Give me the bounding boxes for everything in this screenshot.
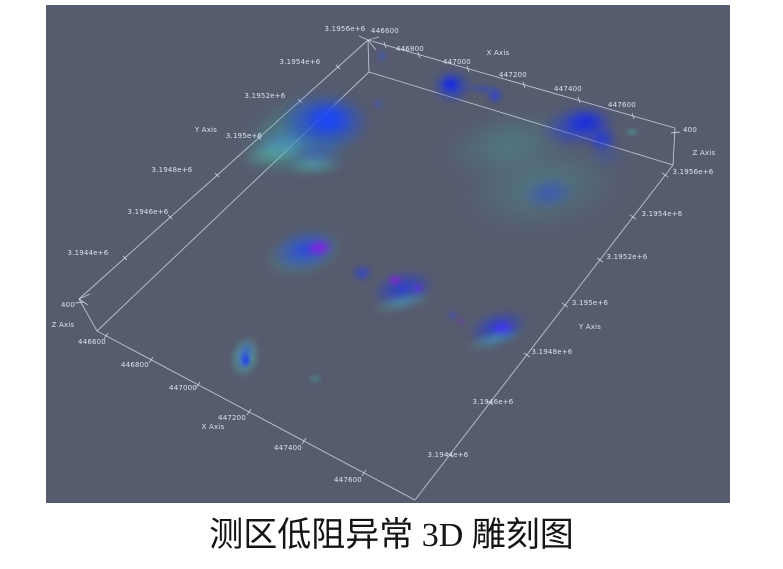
axis-tick-label: 446800: [396, 45, 424, 53]
bounding-box-wireframe: [74, 35, 681, 501]
axis-ticks-z: [74, 131, 681, 304]
axis-tick-label: 3.1954e+6: [279, 58, 321, 66]
axis-tick-label: 3.1952e+6: [244, 92, 286, 100]
axis-tick-label: 447000: [169, 384, 197, 392]
axis-tick-label: 3.1946e+6: [127, 208, 169, 216]
axis-ticks-bottom: [103, 332, 367, 477]
axis-tick-label: 3.1944e+6: [427, 451, 469, 459]
axis-tick-label: 446600: [371, 27, 399, 35]
axis-tick-label: 446600: [78, 338, 106, 346]
axis-tick-label: 447200: [499, 71, 527, 79]
axis-tick-label: 3.1944e+6: [67, 249, 109, 257]
axis-tick-label: 3.1948e+6: [151, 166, 193, 174]
axis-tick-label: 3.1946e+6: [472, 398, 514, 406]
box-edges: [78, 39, 676, 501]
y-axis-title: Y Axis: [578, 323, 602, 331]
axis-tick-label: 3.1954e+6: [641, 210, 683, 218]
axis-tick-label: 447400: [274, 444, 302, 452]
z-axis-title: Z Axis: [692, 149, 716, 157]
x-axis-title: X Axis: [486, 49, 510, 57]
axis-tick-label: 3.195e+6: [225, 132, 263, 140]
3d-viewport[interactable]: 3.1956e+6 446600 446800 447000 X Axis 44…: [46, 5, 730, 503]
axis-arrowheads: [78, 35, 380, 306]
figure-caption: 测区低阻异常 3D 雕刻图: [209, 517, 574, 554]
axis-tick-label: 447600: [608, 101, 636, 109]
axis-tick-label: 3.1952e+6: [606, 253, 648, 261]
axis-tick-label: 3.195e+6: [571, 299, 609, 307]
axis-tick-label: 3.1948e+6: [531, 348, 573, 356]
z-axis-title: Z Axis: [51, 321, 75, 329]
axis-tick-label: 446800: [121, 361, 149, 369]
axis-tick-label: 447400: [554, 85, 582, 93]
axis-tick-label: 400: [61, 301, 75, 309]
x-axis-title: X Axis: [201, 423, 225, 431]
axis-tick-label: 447200: [218, 414, 246, 422]
y-axis-title: Y Axis: [194, 126, 218, 134]
axis-tick-label: 3.1956e+6: [324, 25, 366, 33]
axis-tick-label: 3.1956e+6: [672, 168, 714, 176]
axis-tick-label: 447600: [334, 476, 362, 484]
axis-ticks-right: [446, 172, 669, 458]
axis-tick-label: 447000: [443, 58, 471, 66]
axis-tick-label: 400: [683, 126, 697, 134]
